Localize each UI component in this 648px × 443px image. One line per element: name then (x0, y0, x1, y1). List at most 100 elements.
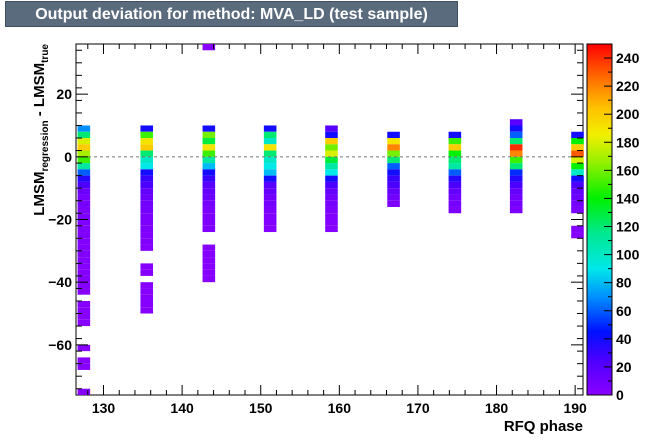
palette-tick-label: 0 (616, 387, 624, 403)
heatmap-cell (571, 200, 584, 207)
heatmap-cell (509, 150, 523, 157)
heatmap-cell (77, 388, 91, 395)
heatmap-cell (140, 194, 154, 201)
heatmap-cell (509, 169, 523, 176)
heatmap-cell (202, 257, 216, 264)
heatmap-cell (140, 263, 154, 270)
heatmap-cell (202, 206, 216, 214)
heatmap-cell (202, 213, 216, 220)
heatmap-cell (202, 225, 216, 233)
heatmap-cell (325, 138, 338, 145)
heatmap-cell (325, 225, 338, 233)
heatmap-cell (571, 163, 584, 170)
heatmap-cell (387, 144, 400, 151)
heatmap-cell (77, 200, 91, 207)
heatmap-cell (263, 200, 277, 207)
heatmap-cell (325, 200, 338, 207)
heatmap-cell (325, 163, 338, 170)
heatmap-cell (263, 225, 277, 233)
heatmap-cell (387, 156, 400, 164)
heatmap-cell (77, 206, 91, 214)
heatmap-cell (140, 125, 154, 132)
palette-tick-label: 40 (616, 331, 632, 347)
palette-tick-label: 160 (616, 162, 640, 178)
heatmap-cell (263, 150, 277, 157)
heatmap-cell (77, 156, 91, 164)
heatmap-cell (448, 194, 462, 201)
heatmap-cell (448, 200, 462, 207)
heatmap-cell (202, 250, 216, 258)
heatmap-cell (571, 181, 584, 189)
heatmap-cell (325, 213, 338, 220)
heatmap-cell (140, 175, 154, 182)
heatmap-cell (140, 188, 154, 195)
heatmap-cell (77, 219, 91, 226)
heatmap-cell (77, 238, 91, 245)
heatmap-cell (140, 232, 154, 239)
heatmap-cell (202, 200, 216, 207)
heatmap-cell (140, 200, 154, 207)
heatmap-cell (509, 156, 523, 164)
heatmap-cell (77, 244, 91, 251)
heatmap-cell (387, 150, 400, 157)
heatmap-cell (202, 269, 216, 276)
heatmap-cell (387, 194, 400, 201)
y-axis-title-mid: - LMSM (31, 63, 48, 121)
heatmap-cell (571, 138, 584, 145)
heatmap-cell (202, 263, 216, 270)
heatmap-cell (448, 181, 462, 189)
x-tick-label: 140 (170, 400, 194, 416)
heatmap-cell (325, 150, 338, 157)
heatmap-cell (77, 250, 91, 258)
x-tick-label: 150 (249, 400, 273, 416)
heatmap-cell (77, 188, 91, 195)
heatmap-cell (202, 219, 216, 226)
y-tick-label: −60 (48, 337, 72, 353)
heatmap-cell (325, 169, 338, 176)
heatmap-cell (77, 288, 91, 295)
heatmap-cell (571, 225, 584, 233)
heatmap-cell (140, 144, 154, 151)
heatmap-cell (77, 150, 91, 157)
y-tick-label: −20 (48, 212, 72, 228)
heatmap-cell (202, 194, 216, 201)
heatmap-cell (448, 131, 462, 139)
heatmap-cell (509, 125, 523, 132)
heatmap-cell (263, 194, 277, 201)
heatmap-cell (509, 138, 523, 145)
heatmap-cell (509, 175, 523, 182)
axes: 130 140 150 160 170 180 190 −60 −40 −20 0 20 (48, 44, 587, 416)
heatmap-cell (77, 282, 91, 289)
heatmap-cell (202, 138, 216, 145)
palette-tick-label: 240 (616, 50, 640, 66)
heatmap-cell (263, 219, 277, 226)
heatmap-cell (202, 156, 216, 164)
heatmap-cell (387, 175, 400, 182)
heatmap-cell (202, 175, 216, 182)
heatmap-cell (202, 188, 216, 195)
heatmap-cells (77, 44, 584, 395)
heatmap-cell (448, 175, 462, 182)
heatmap-cell (387, 163, 400, 170)
heatmap-cell (77, 169, 91, 176)
heatmap-cell (387, 188, 400, 195)
heatmap-cell (140, 294, 154, 301)
heatmap-cell (509, 206, 523, 214)
heatmap-cell (263, 188, 277, 195)
heatmap-cell (571, 206, 584, 214)
palette-tick-label: 200 (616, 106, 640, 122)
heatmap-cell (77, 131, 91, 139)
palette-tick-label: 120 (616, 219, 640, 235)
heatmap-cell (571, 144, 584, 151)
heatmap-cell (387, 169, 400, 176)
heatmap-cell (77, 257, 91, 264)
y-axis-title-sub1: regression (40, 120, 51, 171)
heatmap-cell (509, 163, 523, 170)
heatmap-cell (77, 232, 91, 239)
heatmap-cell (202, 244, 216, 251)
heatmap-cell (263, 213, 277, 220)
heatmap-cell (77, 163, 91, 170)
heatmap-cell (509, 119, 523, 126)
heatmap-cell (140, 300, 154, 308)
x-axis-title: RFQ phase (504, 418, 583, 435)
